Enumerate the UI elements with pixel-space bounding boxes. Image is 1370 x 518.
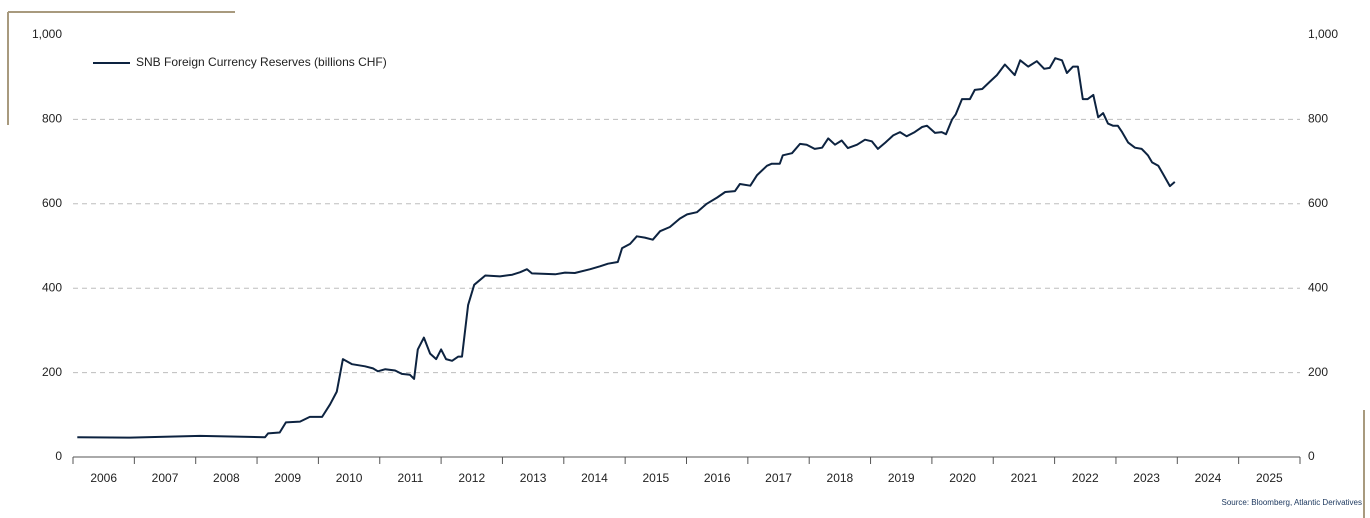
x-tick-label: 2023 [1133,471,1160,485]
x-tick-label: 2014 [581,471,608,485]
x-tick-label: 2013 [520,471,547,485]
y-tick-label: 0 [55,449,62,463]
x-tick-label: 2025 [1256,471,1283,485]
y-tick-label: 800 [42,112,62,126]
x-tick-label: 2024 [1195,471,1222,485]
x-tick-label: 2021 [1011,471,1038,485]
y2-tick-label: 400 [1308,280,1328,294]
legend-label: SNB Foreign Currency Reserves (billions … [136,55,387,69]
x-tick-label: 2015 [642,471,669,485]
x-tick-label: 2009 [274,471,301,485]
x-tick-label: 2008 [213,471,240,485]
y-tick-label: 600 [42,196,62,210]
y2-tick-label: 200 [1308,365,1328,379]
data-line [77,57,1176,439]
x-tick-label: 2011 [398,471,424,485]
x-tick-label: 2006 [90,471,117,485]
x-tick-label: 2018 [827,471,854,485]
y2-tick-label: 800 [1308,112,1328,126]
x-tick-label: 2012 [458,471,485,485]
x-tick-label: 2007 [152,471,179,485]
source-note: Source: Bloomberg, Atlantic Derivatives [1221,498,1362,507]
x-tick-label: 2020 [949,471,976,485]
x-tick-label: 2017 [765,471,792,485]
x-tick-label: 2019 [888,471,915,485]
y-tick-label: 400 [42,280,62,294]
x-tick-label: 2010 [336,471,363,485]
y-tick-label: 200 [42,365,62,379]
x-tick-label: 2022 [1072,471,1099,485]
y2-tick-label: 600 [1308,196,1328,210]
y2-tick-label: 1,000 [1308,27,1338,41]
x-tick-label: 2016 [704,471,731,485]
y2-tick-label: 0 [1308,449,1315,463]
y-tick-label: 1,000 [32,27,62,41]
